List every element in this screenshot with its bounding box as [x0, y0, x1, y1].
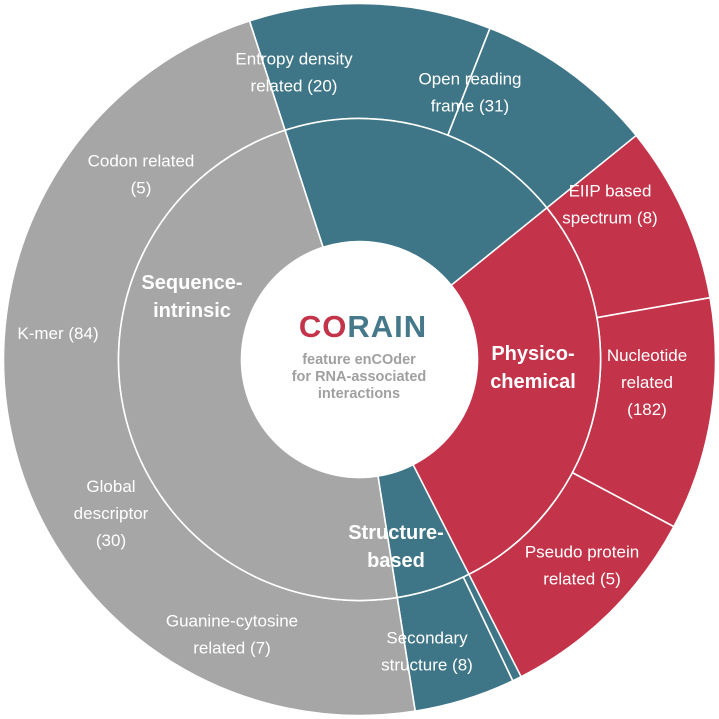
category-label-sequence-intrinsic-line-1: Sequence- [141, 272, 242, 294]
segment-label-nucleotide-related-182: Nucleotide related (182) [607, 346, 687, 419]
segment-label-eiip-based-spectrum-8-line-1: EIIP based [569, 182, 652, 201]
segment-label-nucleotide-related-182-line-2: related [621, 373, 673, 392]
segment-label-entropy-density-related-20: Entropy density related (20) [235, 50, 353, 96]
category-label-structure-based-line-1: Structure- [348, 522, 444, 544]
subtitle-line-1: feature enCOder [302, 352, 416, 368]
category-label-structure-based-line-2: based [367, 550, 425, 572]
inner-ring [117, 117, 602, 602]
segment-label-nucleotide-related-182-line-1: Nucleotide [607, 346, 687, 365]
subtitle-line-3: interactions [318, 386, 400, 402]
segment-label-global-descriptor-30-line-1: Global [86, 477, 135, 496]
segment-label-global-descriptor-30-line-3: (30) [96, 531, 126, 550]
segment-label-pseudo-protein-related-5: Pseudo protein related (5) [525, 543, 639, 589]
segment-label-k-mer-84-line-1: K-mer (84) [17, 324, 98, 343]
segment-label-secondary-structure-8: Secondary structure (8) [381, 629, 473, 675]
segment-label-codon-related-5-line-1: Codon related [88, 152, 195, 171]
segment-label-entropy-density-related-20-line-1: Entropy density [235, 50, 353, 69]
segment-label-guanine-cytosine-related-7-line-2: related (7) [193, 639, 270, 658]
segment-label-open-reading-frame-31: Open reading frame (31) [418, 70, 521, 116]
segment-label-codon-related-5-line-2: (5) [131, 179, 152, 198]
subtitle-line-2: for RNA-associated [292, 369, 427, 385]
logo-suffix: RAIN [347, 309, 427, 344]
category-label-structure-based: Structure-based [348, 522, 444, 572]
segment-label-eiip-based-spectrum-8: EIIP based spectrum (8) [562, 182, 657, 228]
corain-logo: CORAIN [299, 309, 427, 344]
category-label-physico-chemical: Physico-chemical [490, 343, 576, 393]
segment-label-codon-related-5: Codon related (5) [88, 152, 195, 198]
segment-labels: Sequence-intrinsic Guanine-cytosine relate… [17, 50, 687, 675]
category-label-sequence-intrinsic: Sequence-intrinsic [141, 272, 242, 322]
segment-label-open-reading-frame-31-line-2: frame (31) [431, 97, 509, 116]
segment-label-k-mer-84: K-mer (84) [17, 324, 98, 343]
logo-prefix: CO [299, 309, 348, 344]
category-label-physico-chemical-line-2: chemical [490, 371, 576, 393]
segment-label-secondary-structure-8-line-2: structure (8) [381, 656, 473, 675]
segment-label-global-descriptor-30-line-2: descriptor [74, 504, 149, 523]
segment-label-guanine-cytosine-related-7: Guanine-cytosine related (7) [166, 612, 298, 658]
segment-label-global-descriptor-30: Global descriptor (30) [74, 477, 149, 550]
segment-label-eiip-based-spectrum-8-line-2: spectrum (8) [562, 209, 657, 228]
center-hub: CORAIN feature enCOder for RNA-associate… [241, 241, 478, 478]
segment-label-secondary-structure-8-line-1: Secondary [386, 629, 468, 648]
category-label-physico-chemical-line-1: Physico- [491, 343, 574, 365]
segment-label-guanine-cytosine-related-7-line-1: Guanine-cytosine [166, 612, 298, 631]
segment-label-pseudo-protein-related-5-line-1: Pseudo protein [525, 543, 639, 562]
segment-label-nucleotide-related-182-line-3: (182) [627, 400, 667, 419]
segment-label-pseudo-protein-related-5-line-2: related (5) [543, 570, 620, 589]
center-circle [241, 241, 478, 478]
segment-label-open-reading-frame-31-line-1: Open reading [418, 70, 521, 89]
segment-label-entropy-density-related-20-line-2: related (20) [251, 77, 338, 96]
category-label-sequence-intrinsic-line-2: intrinsic [153, 300, 231, 322]
